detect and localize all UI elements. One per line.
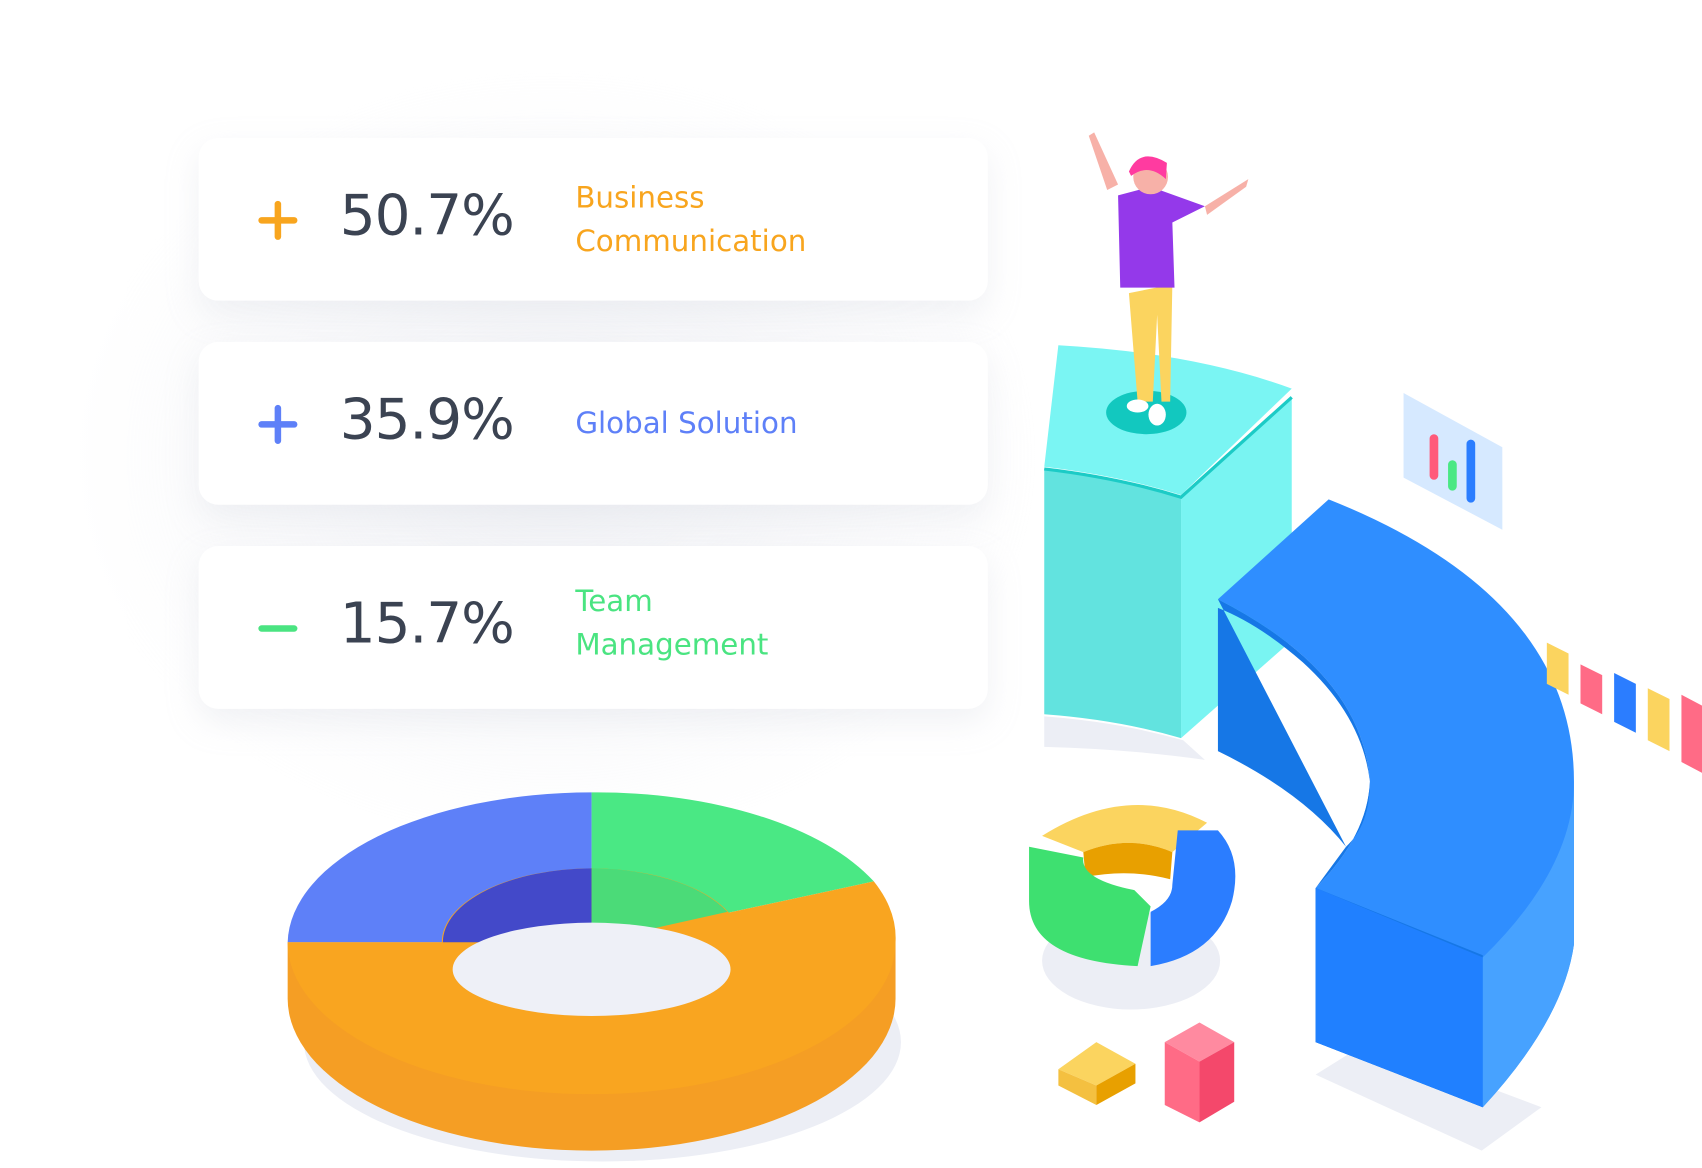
stat-card-team-management: 15.7% Team Management	[198, 546, 988, 709]
stat-card-business-communication: 50.7% Business Communication	[198, 137, 988, 301]
arc-chart-3d	[1217, 499, 1574, 1151]
donut-chart-3d	[287, 792, 901, 1162]
bar-column-3d	[1044, 345, 1293, 760]
plus-icon	[258, 404, 298, 444]
stat-value: 35.9%	[339, 387, 515, 453]
stat-label-line: Business	[575, 181, 705, 215]
decorative-stripes	[1546, 642, 1702, 773]
stat-label: Team Management	[575, 581, 857, 668]
stat-label-line: Management	[575, 628, 769, 663]
minus-icon	[258, 609, 298, 648]
stat-value: 15.7%	[339, 591, 515, 657]
mini-bar-chart-panel	[1403, 392, 1503, 530]
stat-label-line: Team	[575, 585, 653, 619]
stat-label: Business Communication	[575, 177, 857, 264]
cube-yellow	[1058, 1042, 1136, 1106]
cube-red	[1164, 1022, 1235, 1123]
plus-icon	[258, 200, 298, 240]
stat-card-global-solution: 35.9% Global Solution	[198, 341, 988, 505]
person-figure	[1088, 132, 1249, 426]
stat-label-line: Global Solution	[575, 407, 798, 441]
stat-value: 50.7%	[339, 183, 515, 249]
stat-label-line: Communication	[575, 224, 807, 259]
small-donut-3d	[1029, 804, 1236, 1010]
stat-label: Global Solution	[575, 403, 857, 446]
